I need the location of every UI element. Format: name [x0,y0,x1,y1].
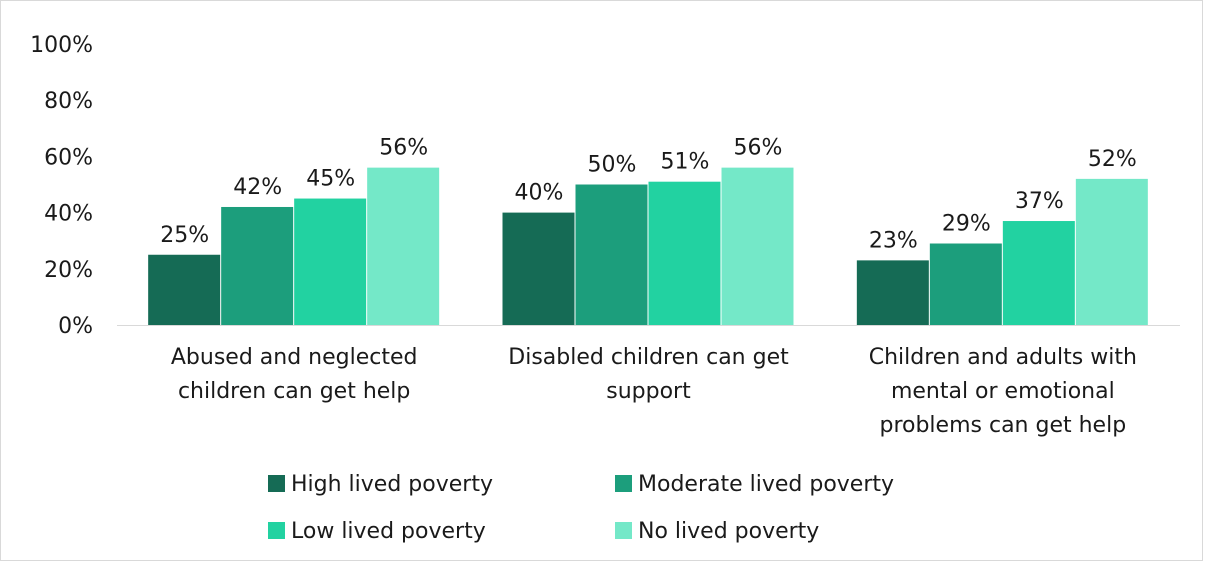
legend-label: No lived poverty [638,519,819,544]
data-label: 42% [233,175,282,200]
data-label: 37% [1015,189,1064,214]
data-label: 56% [379,136,428,161]
legend-swatch [615,475,632,492]
bar [294,198,367,325]
data-label: 52% [1088,147,1137,172]
bar [721,167,794,325]
legend-label: Low lived poverty [291,519,486,544]
data-label: 25% [160,223,209,248]
bar [502,212,575,325]
bar [648,181,721,325]
legend-swatch [615,522,632,539]
category-label: support [606,379,691,404]
y-tick-label: 40% [44,202,93,227]
legend-label: High lived poverty [291,472,493,497]
legend-label: Moderate lived poverty [638,472,894,497]
category-label: mental or emotional [891,379,1115,404]
category-label: children can get help [178,379,410,404]
data-label: 56% [734,136,783,161]
bar [856,260,929,325]
data-label: 40% [515,181,564,206]
bar [148,254,221,325]
bar [367,167,440,325]
data-label: 50% [588,153,637,178]
data-label: 45% [306,167,355,192]
category-label: problems can get help [879,413,1126,438]
data-label: 23% [869,228,918,253]
category-label: Abused and neglected [171,345,418,370]
bar [929,243,1002,325]
bar [1075,178,1148,325]
y-tick-label: 0% [58,314,93,339]
y-tick-label: 20% [44,258,93,283]
legend-swatch [268,522,285,539]
bar [1002,221,1075,325]
bar [221,206,294,325]
legend-swatch [268,475,285,492]
y-tick-label: 100% [30,33,93,58]
bar [575,184,648,325]
category-label: Children and adults with [869,345,1137,370]
y-tick-label: 60% [44,145,93,170]
category-label: Disabled children can get [508,345,789,370]
y-tick-label: 80% [44,89,93,114]
data-label: 51% [661,150,710,175]
data-label: 29% [942,212,991,237]
